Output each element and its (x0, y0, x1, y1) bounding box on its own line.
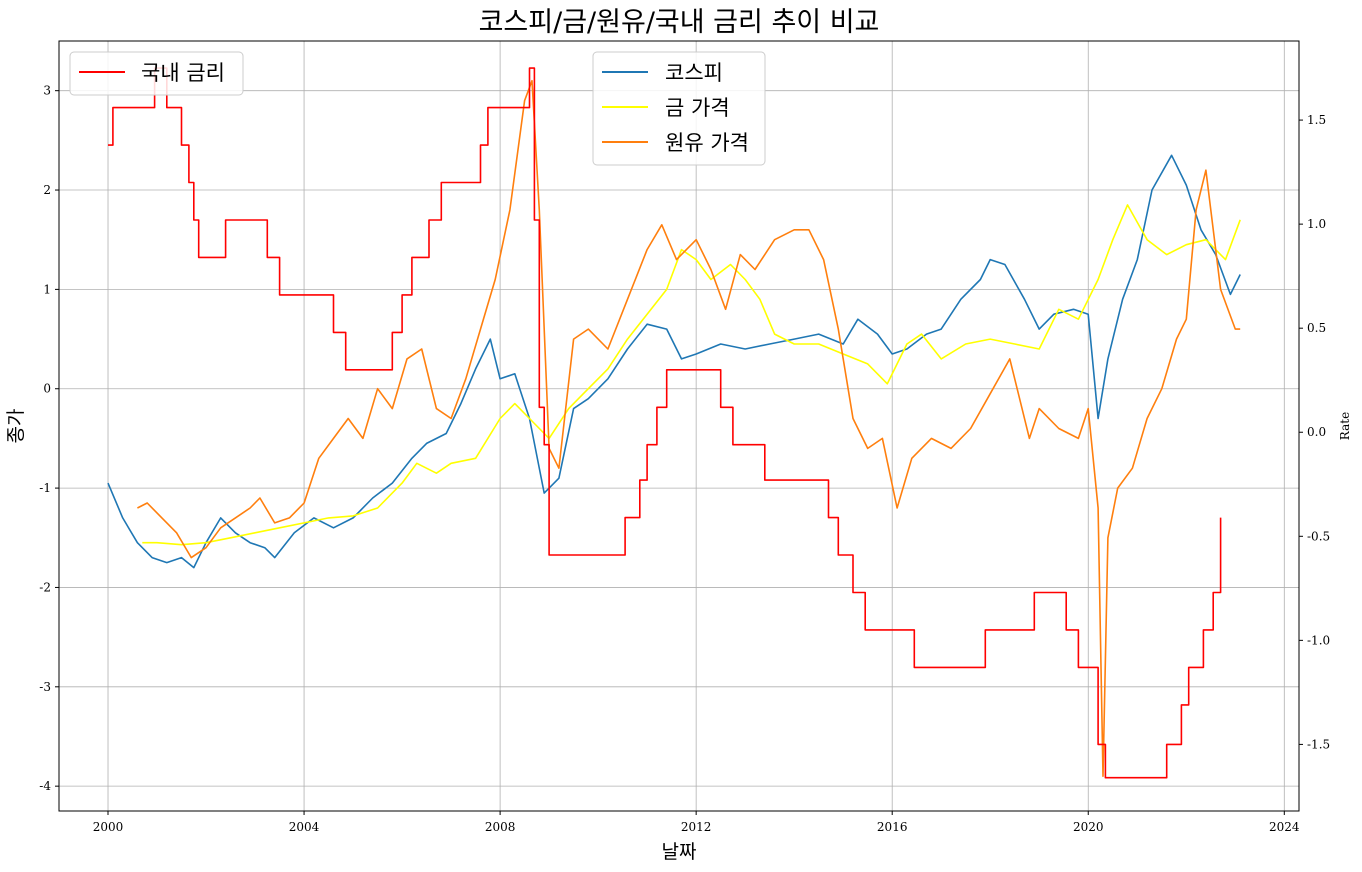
series-rate-line (108, 67, 1222, 779)
x-tick-label: 2024 (1269, 820, 1300, 834)
x-tick-label: 2016 (877, 820, 908, 834)
y-axis-right: -1.5 -1.0 -0.5 0.0 0.5 1.0 1.5 (1299, 113, 1330, 751)
x-tick-label: 2020 (1073, 820, 1104, 834)
legend-rate: 국내 금리 (69, 51, 244, 96)
plot-frame (58, 40, 1300, 812)
y-tick-label: -2 (39, 580, 51, 594)
legend-rate-box (69, 51, 244, 96)
y-right-tick-label: 0.0 (1307, 425, 1326, 439)
series-kospi-line (107, 154, 1241, 569)
y-tick-label: -4 (39, 779, 51, 793)
y-tick-label: -1 (39, 481, 51, 495)
series-oil-line (137, 79, 1241, 777)
y-right-tick-label: -1.0 (1307, 633, 1330, 647)
y-right-tick-label: 1.0 (1307, 217, 1326, 231)
series-gold-line (142, 204, 1241, 546)
y-tick-label: 2 (43, 183, 51, 197)
legend-assets: 코스피 금 가격 원유 가격 (592, 51, 766, 166)
y-axis-left: -4 -3 -2 -1 0 1 2 3 (39, 84, 59, 793)
x-axis-label: 날짜 (662, 841, 697, 863)
legend-assets-box (592, 51, 766, 166)
y-tick-label: -3 (39, 680, 51, 694)
legend-oil-label: 원유 가격 (665, 131, 749, 155)
legend-rate-label: 국내 금리 (141, 61, 225, 85)
legend-kospi-label: 코스피 (665, 61, 723, 85)
y-right-tick-label: -0.5 (1307, 529, 1330, 543)
series-layer (107, 67, 1241, 779)
chart-title: 코스피/금/원유/국내 금리 추이 비교 (479, 7, 880, 38)
y-axis-label: 종가 (5, 409, 27, 444)
x-tick-label: 2004 (289, 820, 320, 834)
x-axis: 2000 2004 2008 2012 2016 2020 2024 (93, 811, 1300, 834)
y-tick-label: 3 (43, 84, 51, 98)
x-tick-label: 2000 (93, 820, 124, 834)
x-tick-label: 2012 (681, 820, 712, 834)
legend-gold-label: 금 가격 (665, 96, 730, 120)
y-right-tick-label: -1.5 (1307, 737, 1330, 751)
y-tick-label: 1 (43, 282, 51, 296)
y-right-tick-label: 1.5 (1307, 113, 1326, 127)
y-tick-label: 0 (43, 382, 51, 396)
x-tick-label: 2008 (485, 820, 516, 834)
y-right-tick-label: 0.5 (1307, 321, 1326, 335)
y-axis-right-label: Rate (1338, 412, 1352, 440)
